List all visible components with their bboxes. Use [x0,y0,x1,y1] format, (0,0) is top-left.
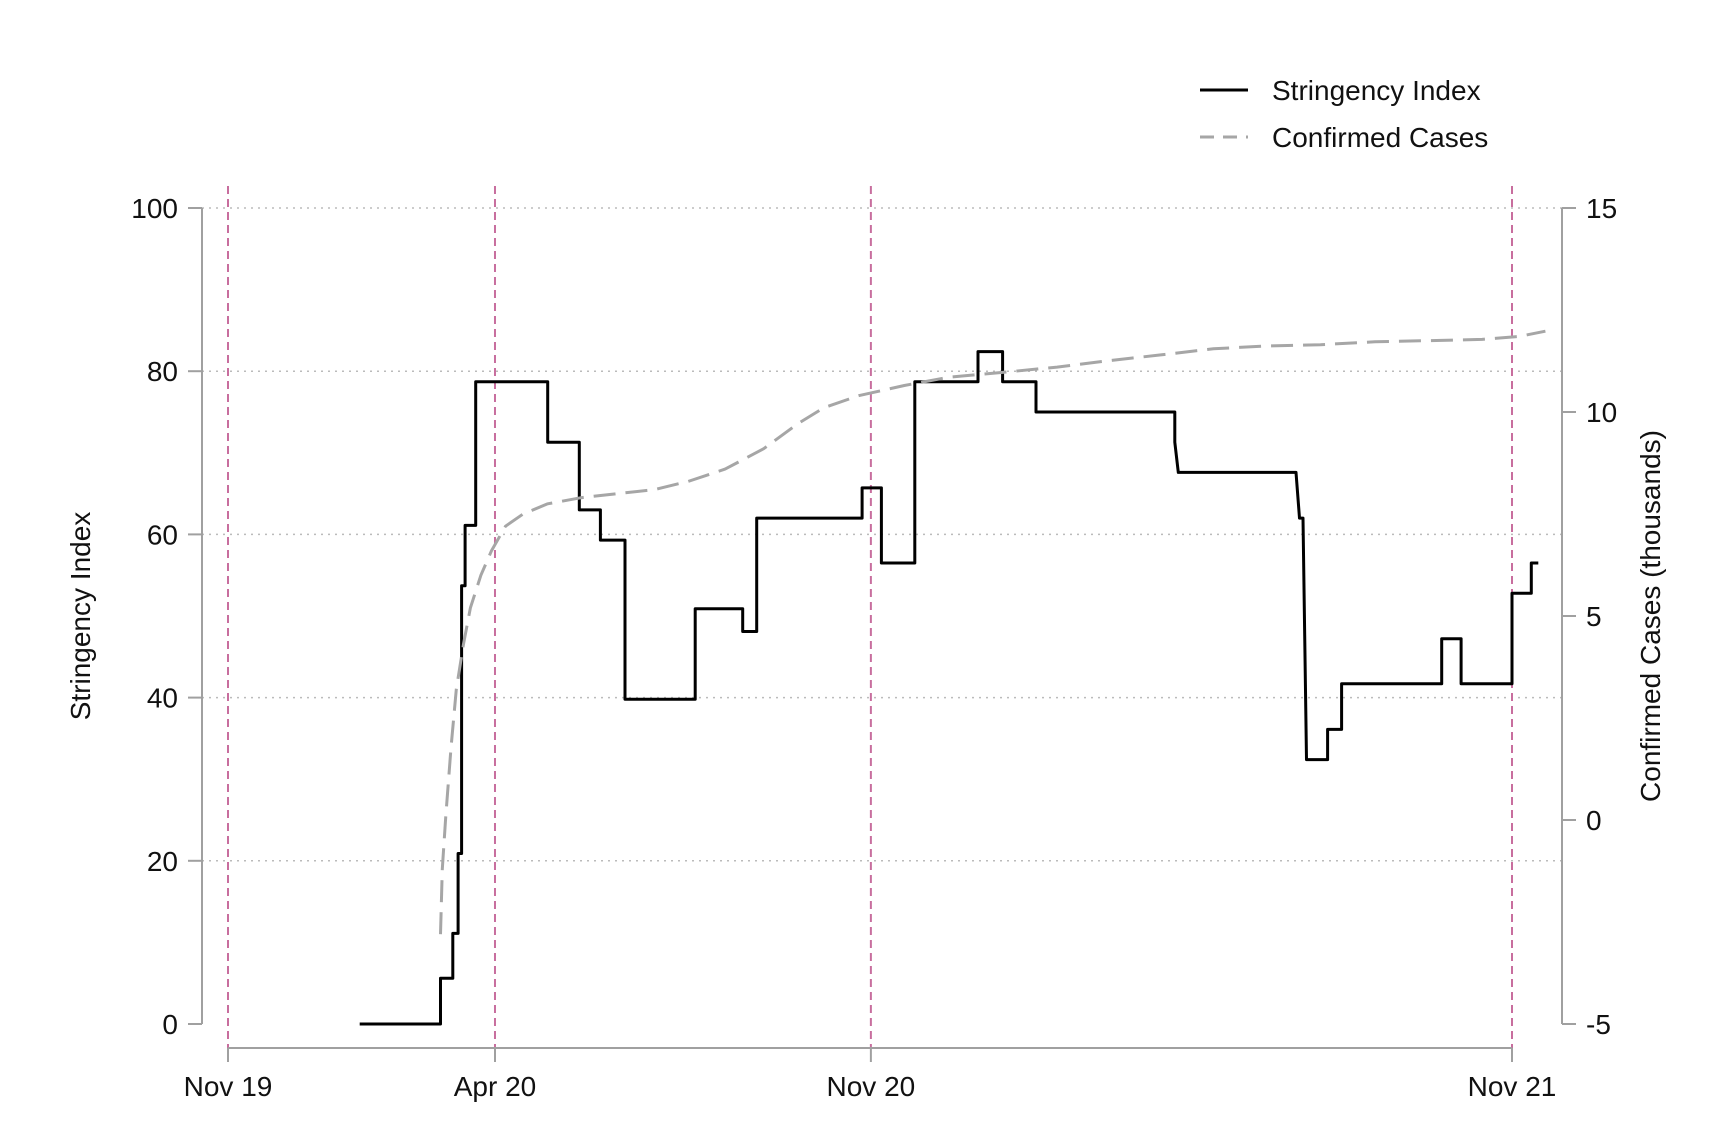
series-stringency-index-line [359,350,1539,1026]
legend-cases-label: Confirmed Cases [1272,122,1488,153]
y-right-tick-label: 5 [1586,601,1602,632]
y-right-axis-title: Confirmed Cases (thousands) [1635,430,1666,802]
ticks: 0 20 40 60 80 100 -5 0 5 10 15 Nov 19 Apr 20 Nov 20 No… [131,193,1617,1102]
y-left-tick-label: 20 [147,846,178,877]
legend-stringency-label: Stringency Index [1272,75,1481,106]
axes [201,208,1563,1049]
y-left-tick-label: 80 [147,356,178,387]
series-confirmed-cases-line [439,329,1546,935]
x-tick-label: Apr 20 [454,1071,537,1102]
series [359,329,1546,1026]
y-left-tick-label: 40 [147,683,178,714]
y-left-tick-label: 0 [162,1009,178,1040]
y-left-tick-label: 60 [147,519,178,550]
y-right-tick-label: 10 [1586,397,1617,428]
x-tick-label: Nov 19 [184,1071,273,1102]
y-right-tick-label: 15 [1586,193,1617,224]
y-left-axis-title: Stringency Index [65,512,96,721]
y-right-tick-label: -5 [1586,1009,1611,1040]
y-left-tick-label: 100 [131,193,178,224]
legend: Stringency Index Confirmed Cases [1200,75,1488,153]
reference-lines [227,186,1513,1048]
y-right-tick-label: 0 [1586,805,1602,836]
x-tick-label: Nov 21 [1468,1071,1557,1102]
x-tick-label: Nov 20 [827,1071,916,1102]
